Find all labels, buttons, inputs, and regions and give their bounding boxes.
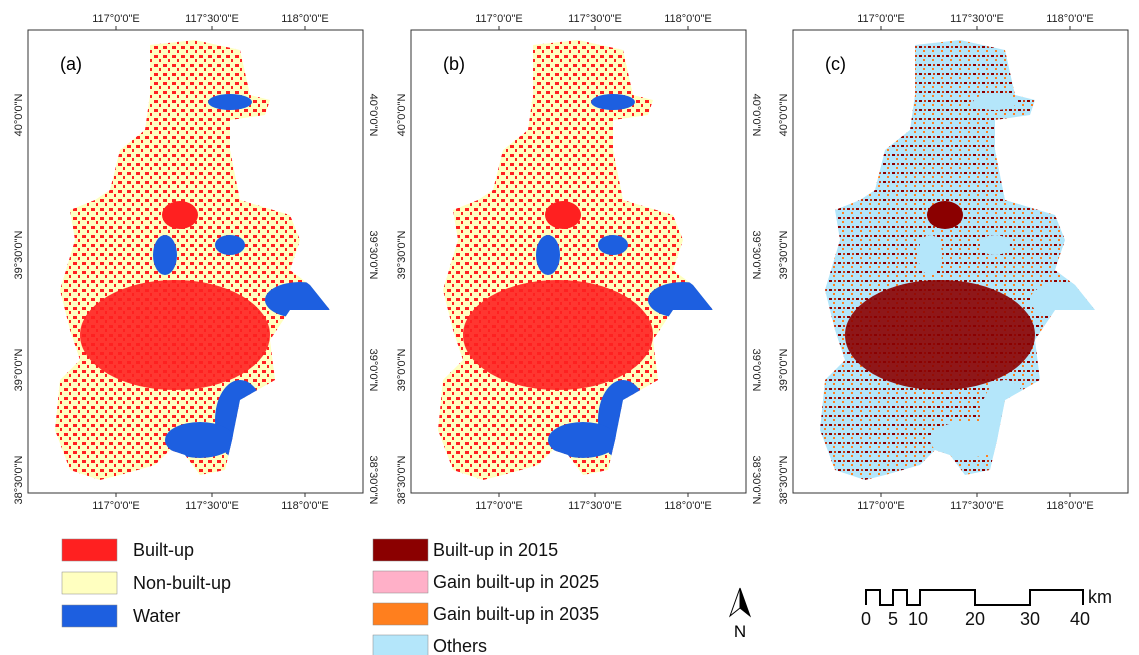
y-tick-label: 39°0'0"N <box>778 349 790 392</box>
figure: (a) 117°0'0"E 117°0'0"E 117°30'0"E 117°30'0"… <box>0 0 1139 655</box>
map-panel: (c) 117°0'0"E 117°0'0"E 117°30'0"E 117°30'0"… <box>778 13 1128 512</box>
y-tick-label: 40°0'0"N <box>13 94 25 137</box>
x-tick-label: 117°30'0"E <box>568 500 622 512</box>
y-tick-label: 39°0'0"N <box>396 349 408 392</box>
legend-label: Gain built-up in 2035 <box>433 604 599 624</box>
water <box>648 282 718 318</box>
land <box>805 30 1125 490</box>
urban-core <box>545 201 581 229</box>
water <box>980 235 1010 255</box>
urban-core <box>162 201 198 229</box>
x-tick-label: 117°0'0"E <box>475 13 523 25</box>
urban-core <box>927 201 963 229</box>
y-tick-label: 40°0'0"N <box>750 94 762 137</box>
land <box>40 30 360 490</box>
scale-bar <box>866 590 1083 605</box>
water <box>536 235 560 275</box>
y-tick-label: 40°0'0"N <box>778 94 790 137</box>
x-tick-label: 117°30'0"E <box>185 500 239 512</box>
urban-core <box>845 280 1035 390</box>
y-tick-label: 39°30'0"N <box>367 231 379 280</box>
y-tick-label: 39°30'0"N <box>778 230 790 279</box>
map-panel: (b) 117°0'0"E 117°0'0"E 117°30'0"E 117°30'0"… <box>396 13 762 512</box>
x-tick-label: 117°0'0"E <box>475 500 523 512</box>
water <box>918 235 942 275</box>
water <box>930 422 1000 458</box>
y-tick-label: 39°0'0"N <box>750 349 762 392</box>
y-tick-label: 38°30'0"N <box>13 455 25 504</box>
water <box>548 422 618 458</box>
panel-label: (b) <box>443 54 465 74</box>
y-tick-label: 39°0'0"N <box>367 349 379 392</box>
legend-label: Non-built-up <box>133 573 231 593</box>
scale-label: 30 <box>1020 609 1040 629</box>
scale-label: 0 <box>861 609 871 629</box>
urban-core <box>463 280 653 390</box>
scale-label: 40 <box>1070 609 1090 629</box>
y-tick-label: 38°30'0"N <box>778 455 790 504</box>
y-tick-label: 39°0'0"N <box>13 349 25 392</box>
x-tick-label: 117°30'0"E <box>568 13 622 25</box>
y-tick-label: 38°30'0"N <box>750 456 762 505</box>
legend-label: Built-up in 2015 <box>433 540 558 560</box>
scale-unit: km <box>1088 587 1112 607</box>
x-tick-label: 117°0'0"E <box>857 500 905 512</box>
legend-label: Others <box>433 636 487 655</box>
scale-label: 20 <box>965 609 985 629</box>
y-tick-label: 39°30'0"N <box>396 230 408 279</box>
x-tick-label: 117°0'0"E <box>92 500 140 512</box>
legend-swatch <box>62 539 117 561</box>
legend-swatch <box>373 603 428 625</box>
scale-label: 10 <box>908 609 928 629</box>
x-tick-label: 118°0'0"E <box>664 13 712 25</box>
page: (a) 117°0'0"E 117°0'0"E 117°30'0"E 117°30'0"… <box>0 0 1139 655</box>
y-tick-label: 39°30'0"N <box>750 231 762 280</box>
x-tick-label: 117°30'0"E <box>185 13 239 25</box>
water <box>591 94 635 110</box>
legend-swatch <box>373 635 428 655</box>
x-tick-label: 117°0'0"E <box>857 13 905 25</box>
x-tick-label: 117°30'0"E <box>950 13 1004 25</box>
map <box>40 30 360 490</box>
map-panel: (a) 117°0'0"E 117°0'0"E 117°30'0"E 117°30'0"… <box>13 13 379 512</box>
x-tick-label: 118°0'0"E <box>664 500 712 512</box>
water <box>208 94 252 110</box>
land <box>423 30 743 490</box>
panel-label: (a) <box>60 54 82 74</box>
legend-label: Gain built-up in 2025 <box>433 572 599 592</box>
water <box>1030 282 1100 318</box>
legend-swatch <box>373 539 428 561</box>
water <box>215 235 245 255</box>
y-tick-label: 38°30'0"N <box>367 456 379 505</box>
legend-swatch <box>62 572 117 594</box>
x-tick-label: 118°0'0"E <box>1046 13 1094 25</box>
panel-label: (c) <box>825 54 846 74</box>
x-tick-label: 117°0'0"E <box>92 13 140 25</box>
y-tick-label: 38°30'0"N <box>396 455 408 504</box>
water <box>598 235 628 255</box>
water <box>153 235 177 275</box>
x-tick-label: 117°30'0"E <box>950 500 1004 512</box>
y-tick-label: 40°0'0"N <box>396 94 408 137</box>
urban-core <box>80 280 270 390</box>
legend-label: Water <box>133 606 180 626</box>
map <box>805 30 1125 490</box>
legend-swatch <box>373 571 428 593</box>
water <box>973 94 1017 110</box>
north-label: N <box>734 622 746 641</box>
x-tick-label: 118°0'0"E <box>1046 500 1094 512</box>
map <box>423 30 743 490</box>
x-tick-label: 118°0'0"E <box>281 13 329 25</box>
legend-label: Built-up <box>133 540 194 560</box>
water <box>165 422 235 458</box>
scale-label: 5 <box>888 609 898 629</box>
water <box>265 282 335 318</box>
y-tick-label: 39°30'0"N <box>13 230 25 279</box>
y-tick-label: 40°0'0"N <box>367 94 379 137</box>
legend-swatch <box>62 605 117 627</box>
north-arrow <box>730 588 750 616</box>
x-tick-label: 118°0'0"E <box>281 500 329 512</box>
